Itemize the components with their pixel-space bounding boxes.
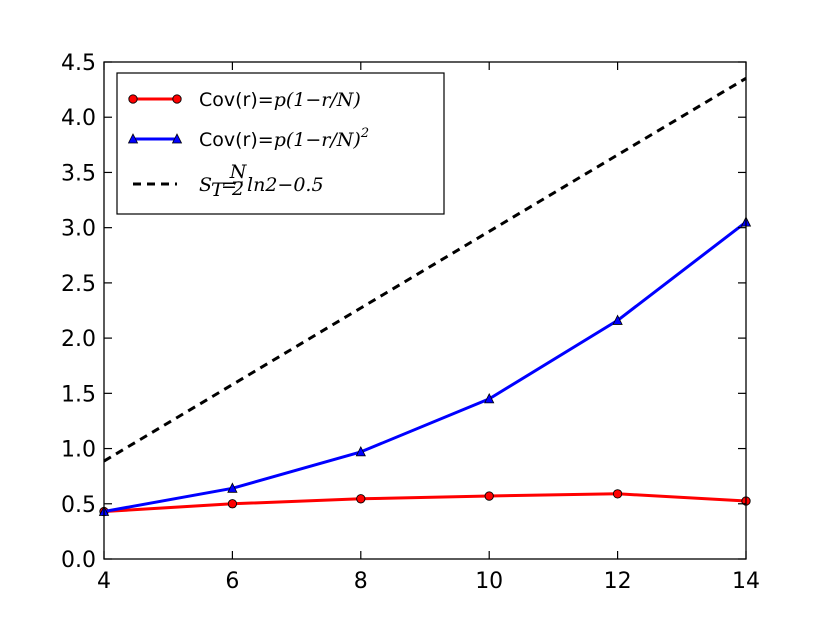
series-1-point-3 — [484, 392, 495, 404]
legend-marker-blue-right — [171, 133, 183, 144]
legend-label-blue-sup: 2 — [360, 126, 369, 141]
series-1-point-4 — [612, 314, 623, 325]
x-tick-label-12: 12 — [604, 569, 632, 594]
y-tick-label-1.0: 1.0 — [61, 438, 96, 463]
legend-label-red: Cov(r)=p(1−r/N) — [199, 89, 361, 111]
y-tick-label-4.5: 4.5 — [61, 51, 96, 76]
y-tick-label-0.0: 0.0 — [61, 548, 96, 573]
series-0-point-4 — [612, 489, 623, 499]
series-0-point-2 — [356, 494, 366, 504]
series-1-point-1 — [227, 482, 238, 493]
legend-label-black-eq: = — [221, 174, 237, 196]
series-2-line — [103, 77, 747, 463]
y-tick-label-0.5: 0.5 — [61, 493, 96, 518]
legend-label-blue: Cov(r)=p(1−r/N)2 — [199, 126, 369, 151]
y-tick-label-1.5: 1.5 — [61, 382, 96, 407]
series-1 — [98, 216, 752, 516]
series-0-point-3 — [484, 491, 494, 501]
x-tick-label-6: 6 — [225, 569, 239, 594]
y-tick-label-3.5: 3.5 — [61, 161, 96, 186]
x-tick-label-14: 14 — [732, 569, 760, 594]
legend-marker-red-left — [128, 94, 138, 104]
y-tick-label-2.0: 2.0 — [61, 327, 96, 352]
plot-frame — [103, 61, 747, 560]
legend-entry-blue: Cov(r)=p(1−r/N)2 — [127, 126, 369, 151]
series-0 — [99, 489, 751, 517]
series-1-point-2 — [355, 445, 366, 457]
legend-entry-red: Cov(r)=p(1−r/N) — [128, 89, 361, 111]
x-tick-label-10: 10 — [475, 569, 503, 594]
series-1-line — [103, 220, 747, 513]
x-tick-label-4: 4 — [97, 569, 111, 594]
legend-label-black-sub: T — [211, 179, 225, 201]
legend-label-black-s: S — [199, 174, 212, 196]
legend-marker-red-right — [172, 94, 182, 104]
legend-marker-blue-left — [127, 133, 139, 144]
legend: Cov(r)=p(1−r/N) Cov(r)=p(1−r/N)2 S T = N… — [116, 72, 445, 215]
legend-label-red-math: p(1−r/N) — [274, 89, 361, 111]
legend-label-blue-prefix: Cov(r)= — [199, 129, 274, 151]
series-2 — [103, 77, 747, 463]
series-0-line — [103, 492, 747, 513]
y-tick-label-2.5: 2.5 — [61, 272, 96, 297]
legend-label-blue-math: p(1−r/N) — [274, 129, 361, 151]
legend-label-black-frac-num: N — [229, 161, 248, 183]
legend-entry-black: S T = N 2 ln2−0.5 — [133, 161, 324, 201]
series-layer — [98, 77, 752, 517]
legend-box — [116, 72, 445, 215]
legend-label-black-frac-den: 2 — [231, 178, 244, 200]
y-tick-label-3.0: 3.0 — [61, 217, 96, 242]
x-tick-label-8: 8 — [354, 569, 368, 594]
legend-label-black-rest: ln2−0.5 — [247, 174, 324, 196]
axis-ticks: 4 6 8 10 12 14 0.0 0.5 1.0 1.5 2.0 2.5 3.0 3.5 4.0 4.5 — [61, 51, 760, 594]
legend-label-red-prefix: Cov(r)= — [199, 89, 274, 111]
series-0-point-1 — [227, 499, 238, 509]
y-tick-label-4.0: 4.0 — [61, 106, 96, 131]
